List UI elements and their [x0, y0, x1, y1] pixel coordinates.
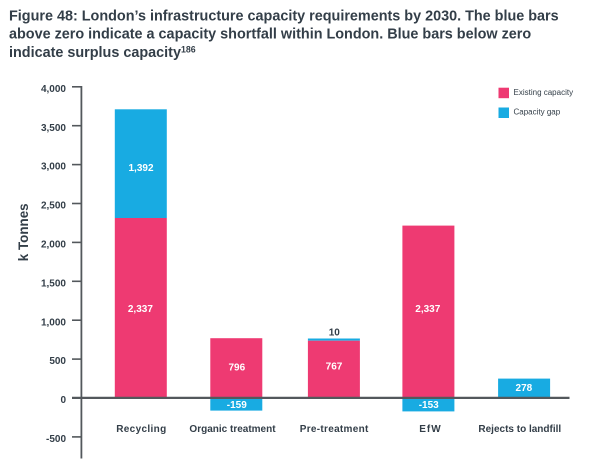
svg-text:500: 500 — [49, 356, 66, 367]
svg-text:1,000: 1,000 — [41, 317, 66, 328]
svg-text:767: 767 — [326, 362, 343, 373]
svg-text:Recycling: Recycling — [116, 424, 166, 435]
svg-text:10: 10 — [329, 328, 341, 339]
svg-text:Capacity gap: Capacity gap — [514, 108, 561, 117]
svg-text:Figure 48: London’s infrastruc: Figure 48: London’s infrastructure capac… — [9, 9, 559, 25]
svg-text:2,337: 2,337 — [128, 304, 153, 315]
svg-text:-153: -153 — [419, 400, 439, 411]
svg-text:2,500: 2,500 — [41, 201, 66, 212]
svg-text:k Tonnes: k Tonnes — [16, 203, 31, 261]
svg-text:0: 0 — [60, 395, 66, 406]
svg-text:-159: -159 — [227, 400, 247, 411]
svg-text:indicate surplus capacity186: indicate surplus capacity186 — [9, 44, 196, 61]
svg-text:4,000: 4,000 — [41, 84, 66, 95]
svg-text:3,500: 3,500 — [41, 123, 66, 134]
svg-text:Pre-treatment: Pre-treatment — [300, 424, 369, 435]
svg-text:EfW: EfW — [419, 424, 441, 435]
svg-text:Rejects to landfill: Rejects to landfill — [478, 424, 561, 435]
svg-text:1,500: 1,500 — [41, 278, 66, 289]
svg-text:Organic treatment: Organic treatment — [189, 424, 276, 435]
svg-text:above zero indicate a capacity: above zero indicate a capacity shortfall… — [9, 27, 531, 43]
svg-text:1,392: 1,392 — [128, 163, 153, 174]
svg-text:-500: -500 — [46, 434, 66, 445]
svg-text:3,000: 3,000 — [41, 162, 66, 173]
svg-text:2,000: 2,000 — [41, 240, 66, 251]
svg-text:278: 278 — [516, 383, 533, 394]
svg-text:2,337: 2,337 — [415, 304, 440, 315]
svg-text:Existing capacity: Existing capacity — [514, 88, 574, 97]
svg-text:796: 796 — [228, 362, 245, 373]
